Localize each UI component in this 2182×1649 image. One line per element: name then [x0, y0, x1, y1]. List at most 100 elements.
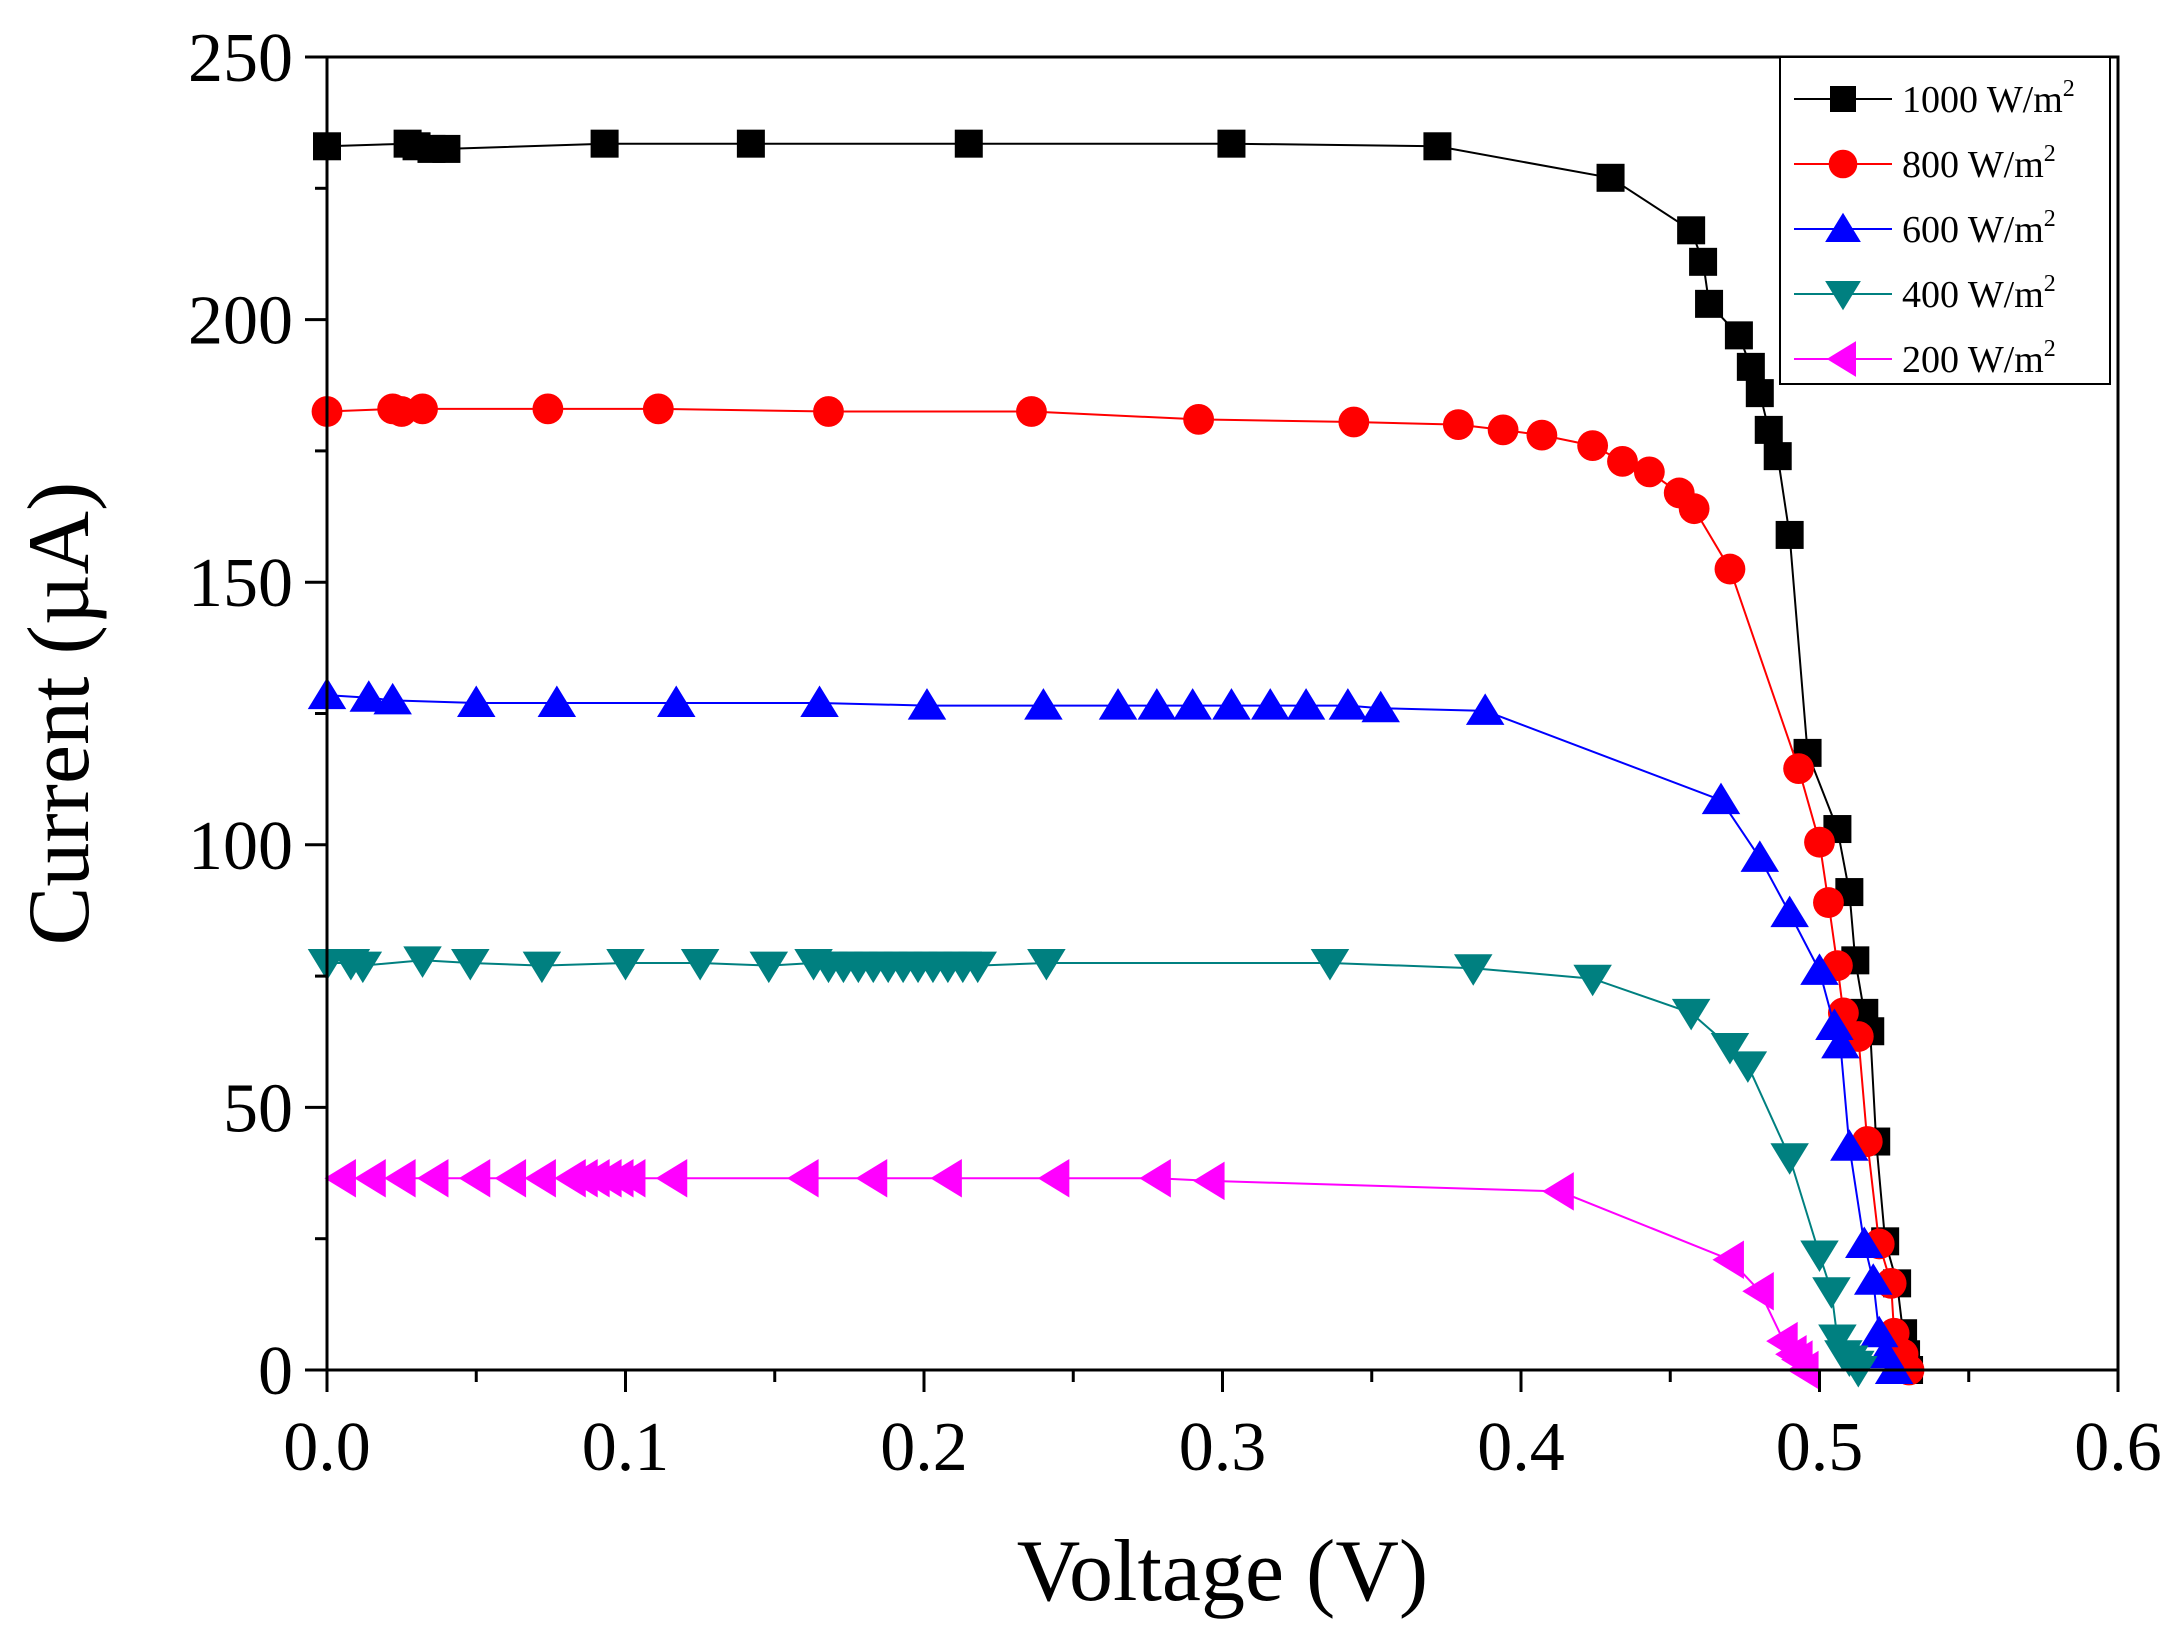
- legend-label-superscript: 2: [2044, 271, 2056, 297]
- data-point: [1251, 688, 1290, 720]
- data-point: [1783, 753, 1815, 785]
- data-point: [384, 1159, 416, 1198]
- y-tick-label: 50: [223, 1070, 293, 1147]
- data-point: [524, 1159, 556, 1198]
- data-point: [1671, 998, 1711, 1031]
- data-point: [1853, 1263, 1893, 1295]
- data-point: [1815, 1008, 1854, 1040]
- series-line: [326, 694, 1895, 1371]
- data-point: [1286, 688, 1326, 720]
- data-point: [613, 1159, 646, 1198]
- data-point: [1183, 403, 1215, 435]
- data-point: [1487, 414, 1519, 446]
- data-point: [1745, 379, 1774, 408]
- data-point: [680, 948, 720, 981]
- data-point: [1800, 953, 1839, 985]
- data-point: [343, 951, 383, 984]
- y-axis-title: Current (µA): [11, 482, 108, 946]
- series-3: [307, 946, 1878, 1388]
- data-point: [354, 1159, 386, 1198]
- axis-layer: 0.0 0.1 0.2 0.3 0.4 0.5 0.6 0 50 100 150 200 250: [188, 20, 2162, 1486]
- data-point: [1828, 149, 1858, 179]
- data-point: [1633, 456, 1665, 488]
- series-line: [326, 142, 1911, 1371]
- data-point: [800, 685, 839, 717]
- data-point: [1037, 1159, 1070, 1198]
- legend-label-superscript: 2: [2044, 336, 2056, 362]
- data-point: [1526, 419, 1558, 451]
- data-point: [1770, 1143, 1809, 1175]
- data-point: [1442, 409, 1474, 441]
- data-point: [1212, 688, 1251, 720]
- data-point: [1577, 430, 1609, 462]
- data-point: [958, 951, 997, 984]
- data-point: [1328, 688, 1368, 720]
- data-point: [1770, 895, 1809, 928]
- data-point: [606, 948, 645, 981]
- data-point: [1825, 212, 1861, 242]
- data-point: [1173, 688, 1212, 720]
- data-point: [1024, 688, 1063, 720]
- series-line: [327, 959, 1860, 1371]
- data-point: [1826, 341, 1856, 377]
- legend-label-superscript: 2: [2063, 76, 2075, 102]
- data-point: [1714, 553, 1746, 585]
- data-point: [930, 1159, 962, 1198]
- series-1: [311, 393, 1925, 1386]
- data-point: [1775, 520, 1804, 549]
- data-point: [1310, 948, 1350, 981]
- legend-label-text: 200 W/m: [1902, 339, 2044, 381]
- data-point: [749, 951, 789, 984]
- data-point: [1818, 1324, 1857, 1356]
- y-tick-label: 200: [188, 283, 293, 360]
- legend-label-text: 400 W/m: [1902, 274, 2044, 316]
- data-point: [1804, 826, 1835, 858]
- data-point: [1821, 1026, 1860, 1059]
- x-tick-label: 0.2: [880, 1409, 968, 1486]
- data-point: [1607, 446, 1638, 477]
- data-point: [1137, 688, 1177, 720]
- data-point: [1830, 1129, 1869, 1161]
- x-tick-label: 0.3: [1179, 1409, 1267, 1486]
- legend-item: 1000 W/m2: [1794, 76, 2075, 121]
- data-point: [1800, 1240, 1839, 1272]
- data-point: [1724, 321, 1753, 350]
- y-tick-label: 250: [188, 20, 293, 97]
- data-point: [324, 1159, 356, 1198]
- legend-label: 600 W/m2: [1902, 206, 2056, 251]
- legend-label-superscript: 2: [2044, 141, 2056, 167]
- x-tick-label: 0.5: [1776, 1409, 1864, 1486]
- legend-item: 600 W/m2: [1794, 206, 2056, 251]
- data-point: [1678, 493, 1710, 525]
- series-line: [326, 407, 1911, 1371]
- legend-label-text: 800 W/m: [1902, 144, 2044, 186]
- legend-item: 800 W/m2: [1794, 141, 2056, 186]
- data-point: [532, 393, 564, 425]
- legend-label: 200 W/m2: [1902, 336, 2056, 381]
- data-point: [1740, 840, 1780, 872]
- data-point: [736, 129, 765, 158]
- x-tick-label: 0.4: [1477, 1409, 1565, 1486]
- data-point: [787, 1159, 819, 1198]
- x-tick-label: 0.1: [582, 1409, 670, 1486]
- data-point: [1813, 887, 1844, 918]
- data-point: [1423, 132, 1452, 161]
- series-4: [324, 1159, 1819, 1390]
- x-tick-label: 0.6: [2074, 1409, 2162, 1486]
- data-point: [1217, 129, 1246, 158]
- x-axis-title: Voltage (V): [1017, 1523, 1428, 1620]
- data-point: [655, 1159, 688, 1198]
- data-point: [537, 685, 577, 717]
- data-point: [1695, 289, 1724, 318]
- data-point: [1098, 688, 1138, 720]
- data-point: [1701, 782, 1741, 815]
- data-point: [1542, 1172, 1574, 1211]
- data-point: [1825, 281, 1861, 311]
- data-point: [432, 134, 461, 163]
- data-point: [1016, 396, 1047, 427]
- data-point: [1689, 247, 1718, 276]
- data-point: [1193, 1161, 1225, 1201]
- data-point: [1465, 693, 1505, 725]
- legend-label-superscript: 2: [2044, 206, 2056, 232]
